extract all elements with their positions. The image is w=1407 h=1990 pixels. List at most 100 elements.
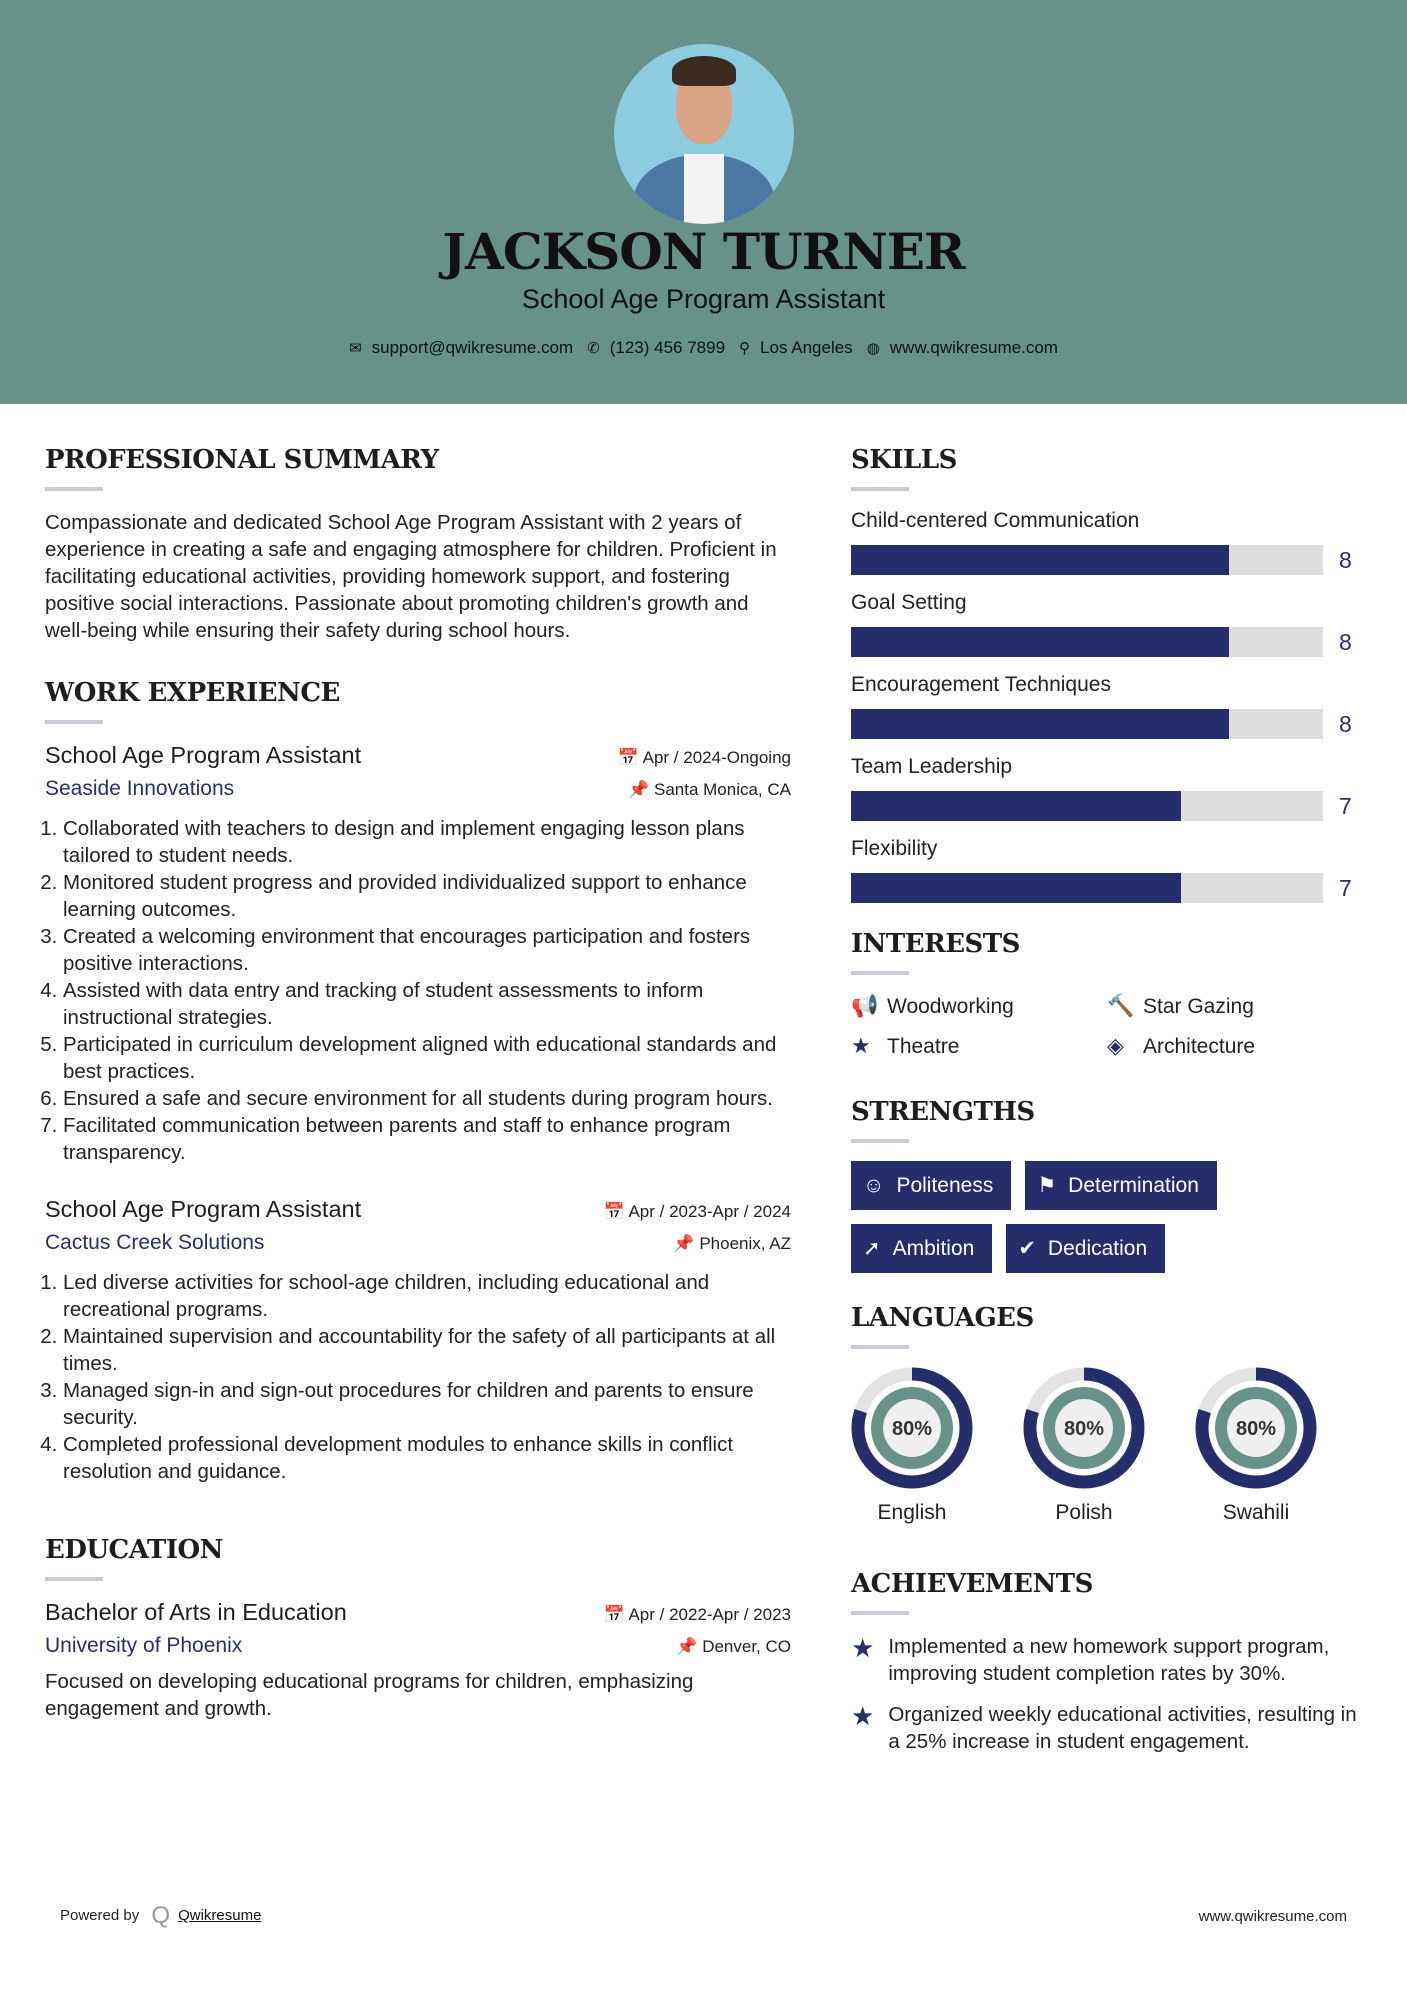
- skill-bar: [851, 545, 1323, 575]
- language-item: 80% English: [851, 1367, 973, 1525]
- summary-text: Compassionate and dedicated School Age P…: [45, 511, 777, 642]
- calendar-icon: 📅: [617, 748, 639, 767]
- language-ring: 80%: [1195, 1367, 1317, 1489]
- job-date: 📅 Apr / 2024-Ongoing: [617, 748, 791, 767]
- skill-bar: [851, 873, 1323, 903]
- skill-name: Team Leadership: [851, 755, 1013, 778]
- contact-item[interactable]: ✆ (123) 456 7899: [587, 338, 725, 358]
- contact-item[interactable]: ◍ www.qwikresume.com: [867, 338, 1058, 358]
- map-pin-icon: ⚲: [739, 340, 751, 357]
- skill-item: Encouragement Techniques 8: [851, 673, 1361, 739]
- skill-bar-fill: [851, 873, 1182, 903]
- interest-item: 🔨 Star Gazing: [1107, 993, 1254, 1018]
- contact-item[interactable]: ✉ support@qwikresume.com: [349, 338, 573, 358]
- job-date: 📅 Apr / 2023-Apr / 2024: [603, 1202, 791, 1221]
- degree: Bachelor of Arts in Education: [45, 1599, 347, 1625]
- company: Cactus Creek Solutions: [45, 1231, 265, 1254]
- language-name: English: [877, 1501, 947, 1524]
- header: JACKSON TURNER School Age Program Assist…: [0, 0, 1407, 404]
- profile-photo: [614, 44, 794, 224]
- powered-by: Powered by: [60, 1906, 140, 1924]
- education-text: Focused on developing educational progra…: [45, 1670, 694, 1720]
- skill-name: Goal Setting: [851, 591, 967, 614]
- language-ring: 80%: [851, 1367, 973, 1489]
- job-bullet: Maintained supervision and accountabilit…: [63, 1323, 791, 1377]
- section-title: ACHIEVEMENTS: [851, 1569, 1093, 1599]
- achievement-item: ★ Organized weekly educational activities…: [851, 1701, 1357, 1753]
- contact-bar: ✉ support@qwikresume.com ✆ (123) 456 7899 ⚲ L…: [0, 338, 1407, 358]
- skill-name: Child-centered Communication: [851, 509, 1140, 532]
- strength-tag: ⚑ Determination: [1025, 1161, 1217, 1210]
- interest-item: 📢 Woodworking: [851, 993, 1014, 1018]
- job-bullet: Completed professional development modul…: [63, 1431, 791, 1485]
- achievement-item: ★ Implemented a new homework support prog…: [851, 1633, 1330, 1685]
- school: University of Phoenix: [45, 1634, 243, 1657]
- skill-bar-fill: [851, 709, 1229, 739]
- strength-tag: ☺ Politeness: [851, 1161, 1012, 1210]
- language-item: 80% Swahili: [1195, 1367, 1317, 1525]
- skill-name: Flexibility: [851, 837, 938, 860]
- footer-url[interactable]: www.qwikresume.com: [1198, 1907, 1347, 1925]
- skill-item: Goal Setting 8: [851, 591, 1361, 657]
- brand-link[interactable]: Qwikresume: [178, 1906, 262, 1924]
- skill-value: 8: [1339, 710, 1352, 737]
- language-ring-fill: [1023, 1367, 1145, 1489]
- candidate-role: School Age Program Assistant: [521, 284, 886, 314]
- section-title: LANGUAGES: [851, 1303, 1034, 1333]
- job-entry: School Age Program Assistant 📅 Apr / 2023…: [45, 1196, 791, 1485]
- contact-text: support@qwikresume.com: [371, 338, 574, 357]
- interest-item: ★ Theatre: [851, 1033, 960, 1058]
- language-ring: 80%: [1023, 1367, 1145, 1489]
- pin-icon: 📌: [673, 1234, 695, 1253]
- skill-bar: [851, 791, 1323, 821]
- language-percent: 80%: [1236, 1418, 1276, 1440]
- language-ring-fill: [851, 1367, 973, 1489]
- shooting-star-icon: ★: [851, 1633, 875, 1663]
- job-bullet: Collaborated with teachers to design and…: [63, 815, 791, 869]
- contact-text: Los Angeles: [760, 338, 853, 357]
- contact-item[interactable]: ⚲ Los Angeles: [739, 338, 853, 358]
- language-percent: 80%: [892, 1418, 932, 1440]
- job-bullet: Ensured a safe and secure environment fo…: [63, 1085, 791, 1112]
- pin-icon: 📌: [628, 780, 650, 799]
- job-bullet: Assisted with data entry and tracking of…: [63, 977, 791, 1031]
- interest-item: ◈ Architecture: [1107, 1033, 1256, 1058]
- bullhorn-icon: 📢: [851, 993, 879, 1018]
- flag-icon: ⚑: [1037, 1174, 1057, 1197]
- globe-icon: ◍: [866, 340, 880, 357]
- job-bullet: Monitored student progress and provided …: [63, 869, 791, 923]
- job-bullet: Led diverse activities for school-age ch…: [63, 1269, 791, 1323]
- skill-value: 8: [1339, 628, 1352, 655]
- contact-text: www.qwikresume.com: [889, 338, 1058, 357]
- strength-tag: ✔ Dedication: [1006, 1224, 1166, 1273]
- section-title: WORK EXPERIENCE: [45, 678, 340, 708]
- strength-tag: ➚ Ambition: [851, 1224, 993, 1273]
- job-bullet: Created a welcoming environment that enc…: [63, 923, 791, 977]
- skill-item: Team Leadership 7: [851, 755, 1361, 821]
- skill-bar-fill: [851, 791, 1182, 821]
- right-column: SKILLS Child-centered Communication 8 Goal…: [851, 445, 1361, 1769]
- skill-item: Child-centered Communication 8: [851, 509, 1361, 575]
- job-bullet: Participated in curriculum development a…: [63, 1031, 791, 1085]
- candidate-name: JACKSON TURNER: [442, 222, 965, 281]
- job-title: School Age Program Assistant: [45, 742, 362, 768]
- skill-bar: [851, 627, 1323, 657]
- check-circle-icon: ✔: [1018, 1237, 1036, 1260]
- section-title: PROFESSIONAL SUMMARY: [45, 445, 439, 475]
- skill-value: 7: [1339, 874, 1352, 901]
- skill-value: 7: [1339, 792, 1352, 819]
- skill-value: 8: [1339, 546, 1352, 573]
- skill-bar-fill: [851, 545, 1229, 575]
- section-title: STRENGTHS: [851, 1097, 1035, 1127]
- language-name: Polish: [1055, 1501, 1113, 1524]
- education-location: 📌 Denver, CO: [676, 1637, 791, 1656]
- star-icon: ★: [851, 1033, 871, 1058]
- footer: Powered by Q Qwikresume www.qwikresume.co…: [60, 1902, 1347, 1930]
- section-title: SKILLS: [851, 445, 957, 475]
- job-bullet: Facilitated communication between parent…: [63, 1112, 791, 1166]
- job-location: 📌 Santa Monica, CA: [628, 780, 791, 799]
- ticket-icon: ◈: [1107, 1033, 1124, 1058]
- job-location: 📌 Phoenix, AZ: [673, 1234, 791, 1253]
- education-date: 📅 Apr / 2022-Apr / 2023: [603, 1605, 792, 1624]
- skill-name: Encouragement Techniques: [851, 673, 1111, 696]
